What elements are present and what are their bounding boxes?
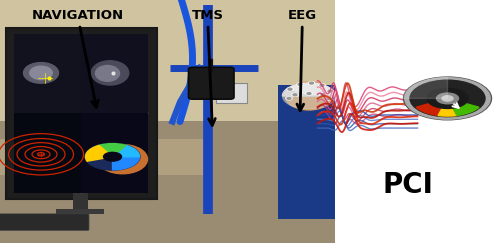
Text: NAVIGATION: NAVIGATION [32, 9, 124, 107]
Circle shape [327, 90, 333, 93]
Wedge shape [86, 145, 112, 161]
FancyBboxPatch shape [6, 28, 157, 199]
FancyBboxPatch shape [14, 34, 81, 113]
FancyBboxPatch shape [335, 0, 500, 243]
Text: PCI: PCI [382, 171, 433, 199]
Circle shape [436, 93, 458, 104]
Circle shape [321, 94, 325, 96]
Wedge shape [282, 83, 336, 96]
Text: TMS: TMS [192, 9, 224, 125]
Ellipse shape [96, 66, 120, 81]
FancyBboxPatch shape [14, 113, 81, 193]
Circle shape [307, 93, 311, 95]
FancyBboxPatch shape [14, 34, 148, 193]
Circle shape [310, 82, 314, 84]
FancyBboxPatch shape [56, 209, 104, 214]
Circle shape [328, 90, 332, 92]
Circle shape [320, 93, 326, 96]
Circle shape [404, 77, 492, 120]
FancyBboxPatch shape [0, 0, 338, 243]
Circle shape [104, 152, 122, 161]
Wedge shape [404, 77, 448, 98]
Circle shape [293, 94, 297, 96]
Circle shape [327, 97, 331, 99]
Wedge shape [438, 98, 457, 116]
Circle shape [298, 83, 302, 85]
Circle shape [287, 88, 293, 91]
Ellipse shape [285, 82, 333, 110]
Circle shape [288, 88, 292, 90]
Wedge shape [282, 90, 336, 109]
Circle shape [410, 80, 485, 117]
Wedge shape [112, 145, 140, 157]
Circle shape [297, 83, 303, 86]
Circle shape [326, 97, 332, 100]
Ellipse shape [91, 61, 129, 85]
Circle shape [85, 143, 140, 170]
Wedge shape [416, 98, 448, 115]
FancyBboxPatch shape [216, 83, 246, 103]
Circle shape [442, 96, 453, 101]
Text: EEG: EEG [288, 9, 317, 111]
Circle shape [427, 88, 468, 108]
Wedge shape [99, 144, 126, 157]
FancyBboxPatch shape [72, 193, 88, 210]
Circle shape [319, 84, 325, 87]
Circle shape [320, 84, 324, 86]
Circle shape [405, 78, 490, 119]
Ellipse shape [24, 62, 58, 83]
FancyBboxPatch shape [188, 67, 234, 99]
Circle shape [306, 92, 312, 95]
FancyBboxPatch shape [81, 113, 148, 193]
FancyBboxPatch shape [81, 34, 148, 113]
Wedge shape [448, 98, 479, 115]
Circle shape [287, 97, 291, 99]
Circle shape [286, 97, 292, 100]
Wedge shape [112, 157, 140, 170]
Ellipse shape [98, 145, 148, 174]
Circle shape [292, 93, 298, 96]
FancyBboxPatch shape [0, 122, 338, 243]
FancyBboxPatch shape [0, 0, 338, 122]
Circle shape [308, 82, 314, 85]
FancyBboxPatch shape [278, 85, 335, 219]
Ellipse shape [30, 66, 52, 80]
FancyBboxPatch shape [0, 139, 210, 175]
FancyBboxPatch shape [0, 214, 89, 230]
